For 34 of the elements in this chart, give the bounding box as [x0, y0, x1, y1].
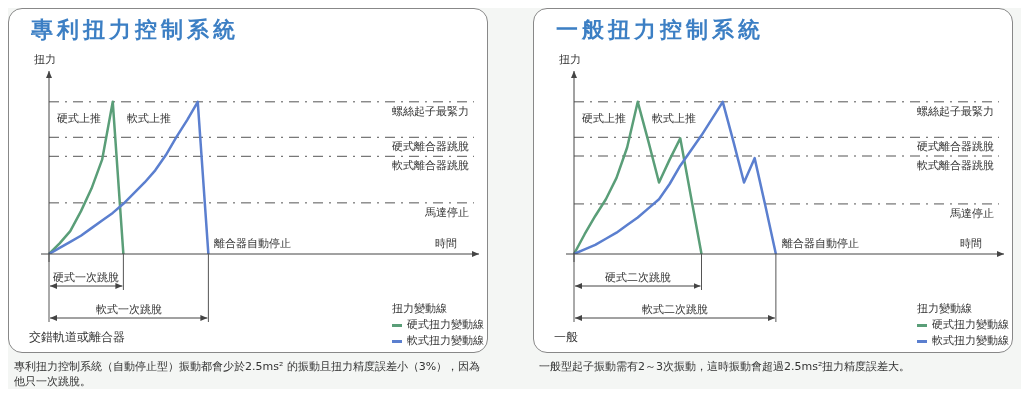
legend-label: 軟式扭力變動線	[931, 333, 1009, 349]
ref-line-label: 軟式離合器跳脫	[917, 158, 994, 172]
y-axis-title: 扭力	[34, 53, 56, 66]
ref-line-label: 硬式離合器跳脫	[392, 140, 469, 154]
annotation: 軟式上推	[126, 111, 171, 125]
annotation: 硬式上推	[581, 111, 626, 125]
ref-line-label: 軟式離合器跳脫	[392, 159, 469, 173]
text: 一般型起子振動需有2～3次振動，這時振動會超過2.5ms²扭力精度誤差大。	[538, 359, 912, 374]
ref-line-label: 馬達停止	[949, 206, 994, 220]
legend-label: 硬式扭力變動線	[931, 317, 1009, 333]
legend-title: 扭力變動線	[917, 301, 973, 317]
y-axis-title: 扭力	[559, 53, 581, 66]
legend-label: 硬式扭力變動線	[406, 317, 484, 333]
ref-line-label: 馬達停止	[424, 205, 469, 219]
x-axis-title: 時間	[960, 237, 982, 250]
ref-line-label: 螺絲起子最緊力	[917, 104, 994, 118]
annotation: 離合器自動停止	[214, 237, 292, 250]
annotation: 軟式上推	[651, 111, 696, 125]
text: 硬式二次跳脫	[604, 271, 671, 284]
annotation: 離合器自動停止	[781, 237, 859, 250]
text: 專利扭力控制系統（自動停止型）振動都會少於2.5ms² 的振動且扭力精度誤差小（3%），因為他只一次跳脫。	[13, 359, 482, 389]
text: 硬式一次跳脫	[53, 271, 120, 284]
text: 一般	[554, 330, 578, 344]
legend-label: 軟式扭力變動線	[406, 333, 484, 349]
x-axis-title: 時間	[435, 237, 457, 250]
chart-title: 專利扭力控制系統	[31, 16, 239, 44]
chart-title: 一般扭力控制系統	[556, 16, 764, 44]
annotation: 硬式上推	[56, 111, 101, 125]
ref-line-label: 硬式離合器跳脫	[917, 140, 994, 154]
text: 軟式一次跳脫	[95, 303, 162, 316]
legend-title: 扭力變動線	[392, 301, 448, 317]
text: 交錯軌道或離合器	[29, 330, 125, 344]
text: 軟式二次跳脫	[641, 303, 708, 316]
ref-line-label: 螺絲起子最緊力	[392, 104, 469, 118]
